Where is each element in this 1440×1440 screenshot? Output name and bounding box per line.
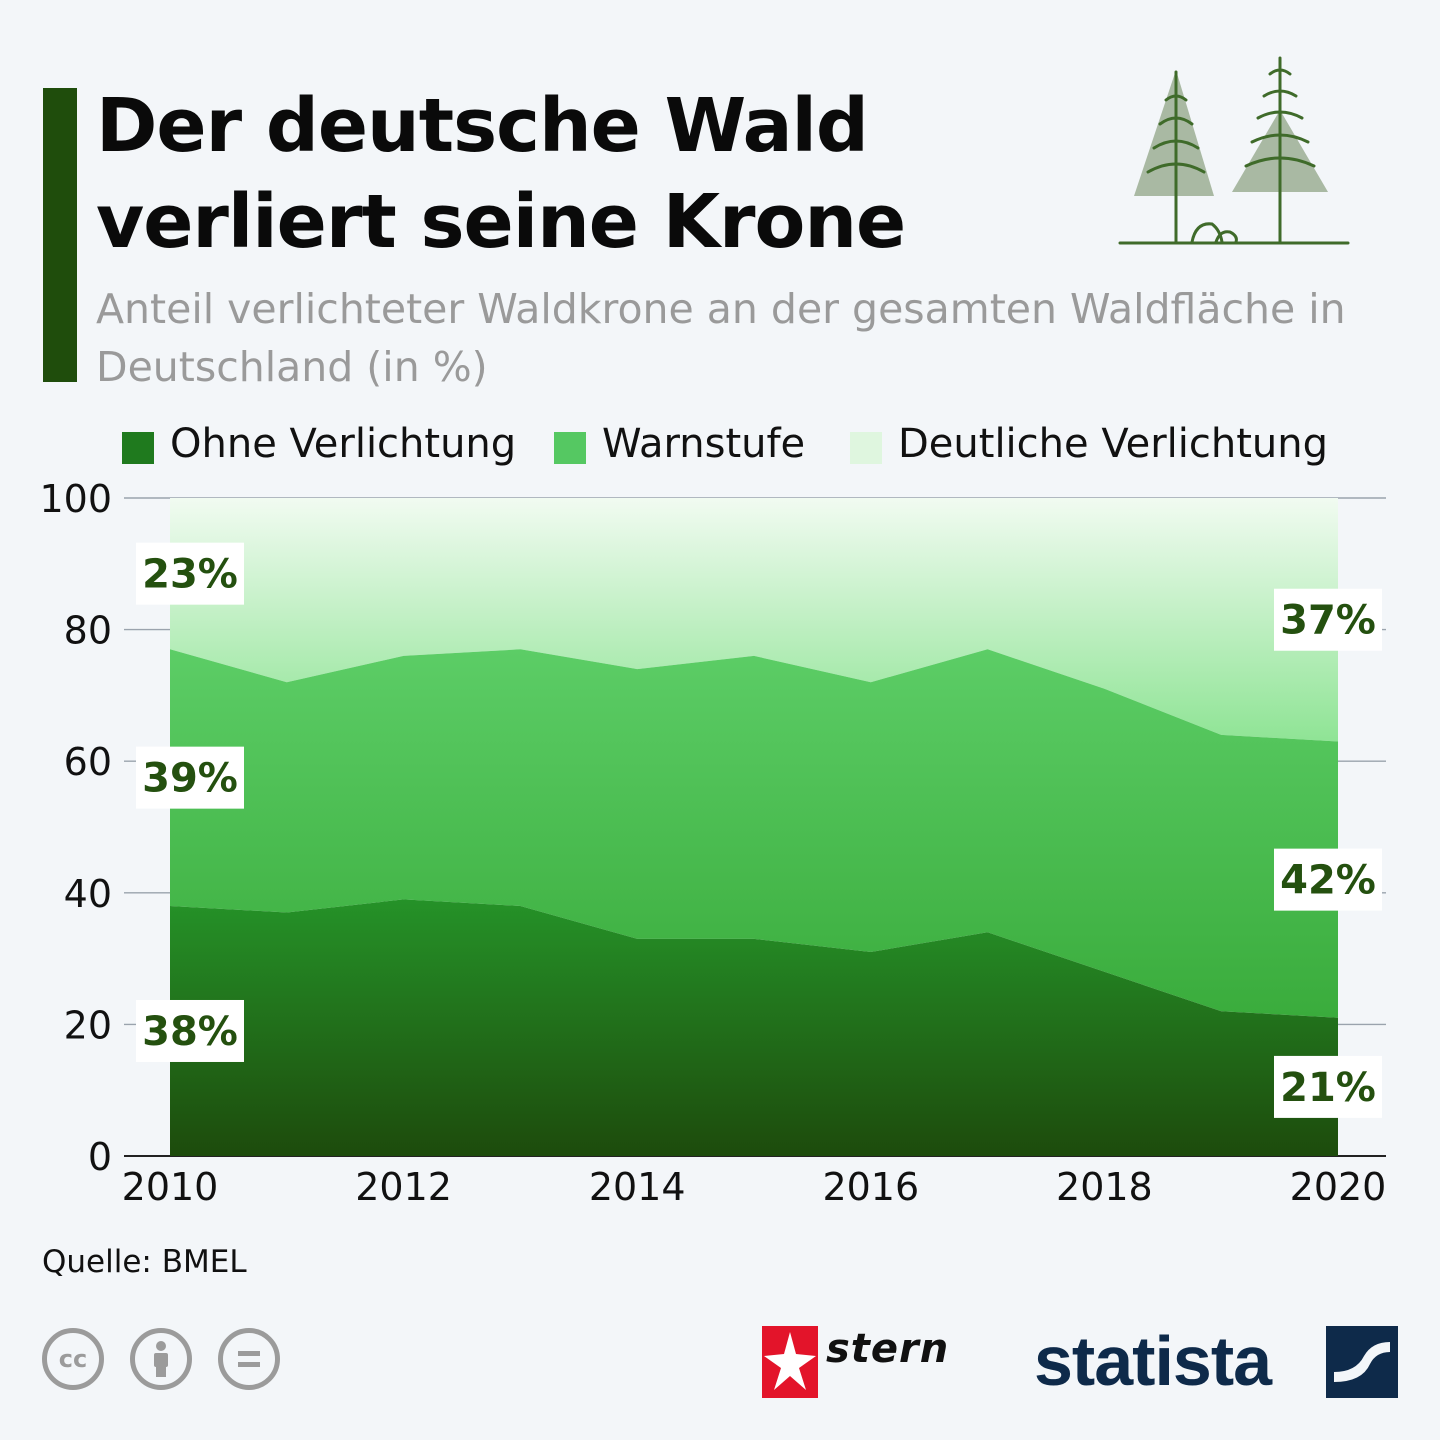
stern-logo: stern bbox=[762, 1326, 972, 1400]
statista-wordmark: statista bbox=[1034, 1322, 1272, 1400]
x-tick-label: 2010 bbox=[122, 1165, 219, 1209]
legend-label: Deutliche Verlichtung bbox=[898, 421, 1328, 467]
y-tick-label: 40 bbox=[64, 872, 112, 916]
y-tick-label: 20 bbox=[64, 1003, 112, 1047]
y-tick-label: 100 bbox=[39, 477, 112, 521]
legend-label: Ohne Verlichtung bbox=[170, 421, 517, 467]
accent-bar bbox=[43, 88, 77, 382]
chart-subtitle: Anteil verlichteter Waldkrone an der ges… bbox=[96, 285, 1346, 391]
legend-swatch bbox=[554, 432, 586, 464]
cc-icon: cc bbox=[42, 1328, 104, 1390]
x-tick-label: 2012 bbox=[355, 1165, 452, 1209]
person-icon bbox=[154, 1341, 168, 1377]
chart-title: Der deutsche Wald verliert seine Krone bbox=[96, 83, 906, 265]
cc-icon-text: cc bbox=[58, 1345, 88, 1373]
value-label-box bbox=[136, 746, 244, 809]
value-label-box bbox=[1274, 1055, 1382, 1118]
legend-label: Warnstufe bbox=[602, 421, 806, 467]
forest-icon bbox=[1118, 56, 1350, 245]
value-label-box bbox=[136, 999, 244, 1062]
end-value-label: 21% bbox=[1280, 1065, 1376, 1111]
no-derivatives-icon bbox=[218, 1328, 280, 1390]
y-tick-label: 60 bbox=[64, 740, 112, 784]
stern-star-icon bbox=[762, 1326, 818, 1398]
x-tick-label: 2016 bbox=[822, 1165, 919, 1209]
x-tick-label: 2018 bbox=[1056, 1165, 1153, 1209]
legend-swatch bbox=[122, 432, 154, 464]
x-tick-label: 2020 bbox=[1290, 1165, 1387, 1209]
end-value-label: 42% bbox=[1280, 858, 1376, 904]
equals-icon bbox=[238, 1351, 260, 1367]
start-value-label: 38% bbox=[142, 1009, 238, 1055]
area-ohne-verlichtung bbox=[170, 899, 1338, 1156]
start-value-label: 23% bbox=[142, 552, 238, 598]
value-label-box bbox=[1274, 848, 1382, 911]
x-tick-label: 2014 bbox=[589, 1165, 686, 1209]
end-value-label: 37% bbox=[1280, 598, 1376, 644]
value-label-box bbox=[1274, 588, 1382, 651]
statista-mark-icon bbox=[1326, 1326, 1398, 1398]
attribution-icon bbox=[130, 1328, 192, 1390]
value-label-box bbox=[136, 542, 244, 605]
source-note: Quelle: BMEL bbox=[42, 1244, 247, 1280]
y-tick-label: 80 bbox=[64, 609, 112, 653]
area-deutliche-verlichtung bbox=[170, 498, 1338, 742]
stern-wordmark: stern bbox=[826, 1326, 950, 1372]
start-value-label: 39% bbox=[142, 756, 238, 802]
y-tick-label: 0 bbox=[88, 1135, 112, 1179]
area-warnstufe bbox=[170, 649, 1338, 1018]
legend-swatch bbox=[850, 432, 882, 464]
statista-logo: statista bbox=[1034, 1316, 1404, 1406]
